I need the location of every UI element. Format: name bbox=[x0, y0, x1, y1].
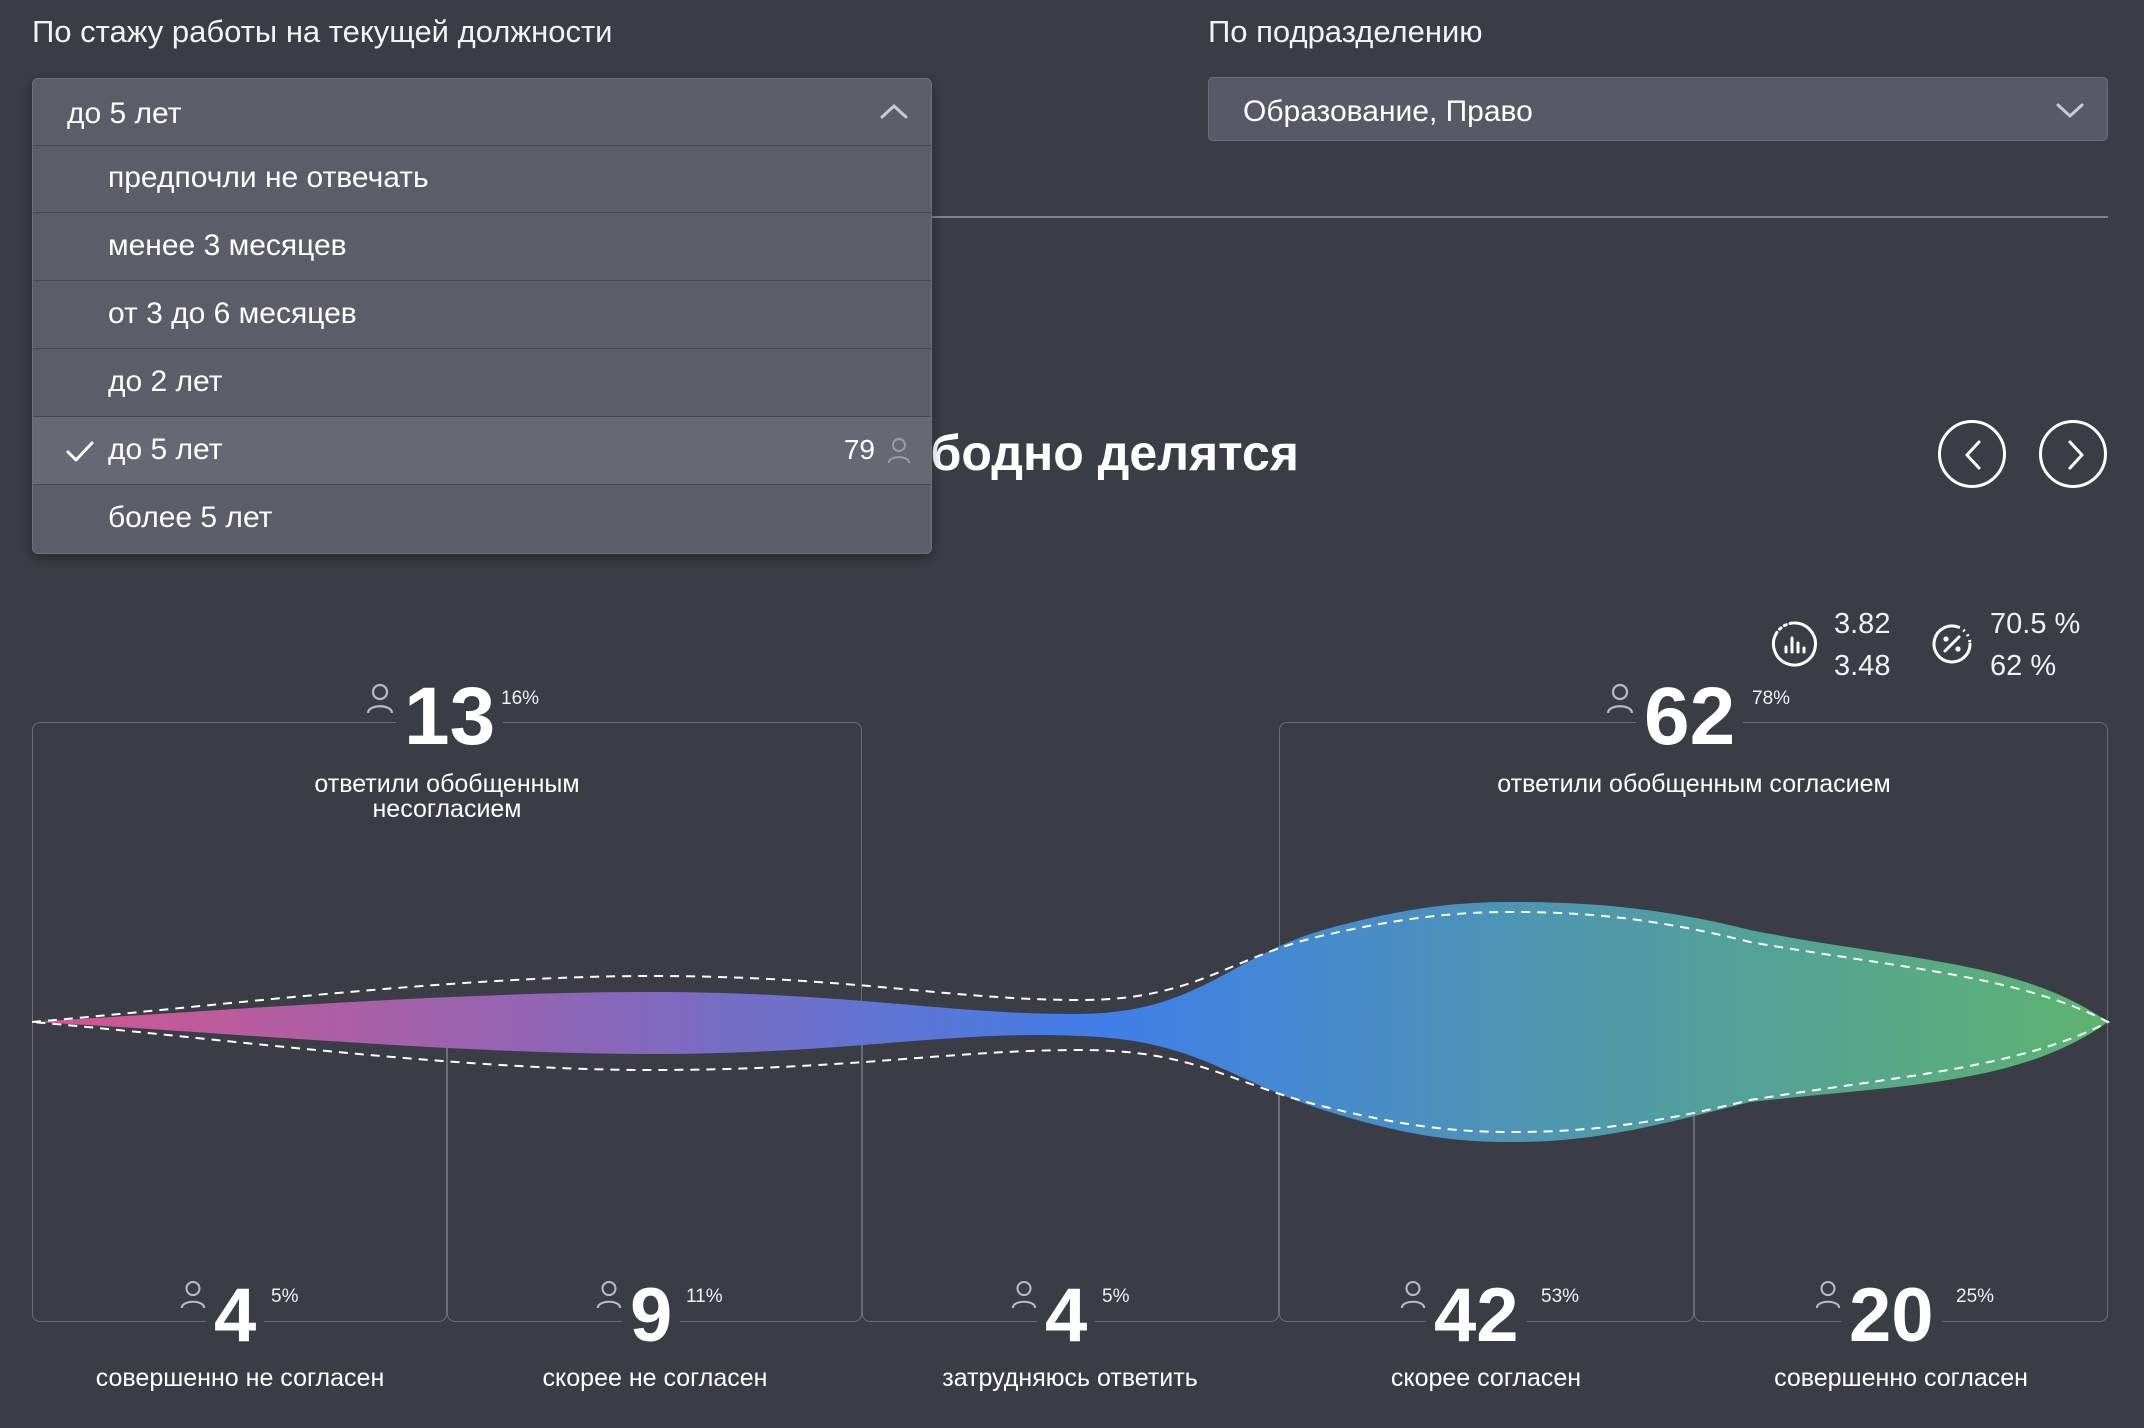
tenure-select[interactable]: до 5 лет bbox=[33, 79, 931, 146]
option-label: более 5 лет bbox=[108, 501, 273, 534]
filters-divider bbox=[932, 216, 2108, 218]
bar-chart-circle-icon bbox=[1770, 620, 1818, 673]
tenure-option-under-3-months[interactable]: менее 3 месяцев bbox=[33, 213, 931, 281]
category-4-count: 42 bbox=[1426, 1278, 1527, 1354]
category-5-count: 20 bbox=[1841, 1278, 1942, 1354]
tenure-option-over-5-years[interactable]: более 5 лет bbox=[33, 485, 931, 553]
agree-pct-current: 70.5 % bbox=[1990, 608, 2081, 640]
category-1-count: 4 bbox=[206, 1278, 265, 1354]
category-1-label: совершенно не согласен bbox=[95, 1364, 385, 1392]
category-2-count: 9 bbox=[622, 1278, 681, 1354]
tenure-option-no-answer[interactable]: предпочли не отвечать bbox=[33, 145, 931, 213]
option-respondent-count: 79 bbox=[843, 434, 875, 465]
user-icon bbox=[1606, 683, 1634, 720]
category-4-pct: 53% bbox=[1541, 1286, 1580, 1307]
department-select[interactable]: Образование, Право bbox=[1208, 77, 2108, 141]
category-2-label: скорее не согласен bbox=[542, 1364, 768, 1392]
user-icon bbox=[1400, 1280, 1426, 1315]
chevron-left-icon bbox=[1965, 440, 1981, 470]
mean-current-value: 3.82 bbox=[1834, 608, 1891, 640]
chevron-right-icon bbox=[2068, 440, 2084, 470]
violin-fill bbox=[32, 902, 2108, 1142]
user-icon bbox=[596, 1280, 622, 1315]
department-filter-label: По подразделению bbox=[1208, 14, 1483, 49]
disagree-group-caption: ответили обобщенным несогласием bbox=[247, 772, 647, 822]
check-icon bbox=[65, 439, 95, 470]
agree-group-caption: ответили обобщенным согласием bbox=[1497, 770, 1891, 798]
user-icon bbox=[1815, 1280, 1841, 1315]
disagree-caption-line2: несогласием bbox=[372, 795, 522, 823]
category-2-pct: 11% bbox=[686, 1286, 723, 1307]
tenure-option-3-6-months[interactable]: от 3 до 6 месяцев bbox=[33, 281, 931, 349]
tenure-select-value: до 5 лет bbox=[67, 97, 182, 130]
next-question-button[interactable] bbox=[2039, 420, 2107, 488]
category-5-pct: 25% bbox=[1956, 1286, 1995, 1307]
agree-group-count: 62 bbox=[1636, 676, 1744, 758]
agree-group-pct: 78% bbox=[1752, 688, 1791, 709]
category-1-pct: 5% bbox=[271, 1286, 299, 1307]
category-4-label: скорее согласен bbox=[1390, 1364, 1582, 1392]
mean-compare-value: 3.48 bbox=[1834, 650, 1891, 682]
option-label: до 5 лет bbox=[108, 433, 223, 466]
user-icon bbox=[1011, 1280, 1037, 1315]
department-select-value: Образование, Право bbox=[1243, 95, 1533, 128]
percent-circle-icon bbox=[1928, 620, 1976, 673]
agree-pct-compare: 62 % bbox=[1990, 650, 2057, 682]
option-label: от 3 до 6 месяцев bbox=[108, 297, 357, 330]
option-label: менее 3 месяцев bbox=[108, 229, 347, 262]
user-icon bbox=[887, 437, 911, 470]
disagree-caption-line1: ответили обобщенным bbox=[314, 770, 580, 798]
violin-compare-outline bbox=[31, 910, 2111, 1134]
tenure-dropdown: до 5 лет предпочли не отвечать менее 3 м… bbox=[32, 78, 932, 554]
user-icon bbox=[366, 683, 394, 720]
category-3-pct: 5% bbox=[1102, 1286, 1130, 1307]
tenure-filter-label: По стажу работы на текущей должности bbox=[32, 14, 613, 49]
option-label: до 2 лет bbox=[108, 365, 223, 398]
disagree-group-pct: 16% bbox=[501, 688, 540, 709]
prev-question-button[interactable] bbox=[1938, 420, 2006, 488]
category-3-count: 4 bbox=[1037, 1278, 1096, 1354]
category-5-label: совершенно согласен bbox=[1774, 1364, 2028, 1392]
chevron-up-icon[interactable] bbox=[879, 97, 909, 130]
category-3-label: затрудняюсь ответить bbox=[942, 1364, 1198, 1392]
chevron-down-icon bbox=[2055, 96, 2085, 129]
question-title: ободно делятся bbox=[900, 425, 1299, 481]
tenure-option-up-to-2-years[interactable]: до 2 лет bbox=[33, 349, 931, 417]
option-label: предпочли не отвечать bbox=[108, 161, 429, 194]
disagree-group-count: 13 bbox=[396, 676, 504, 758]
tenure-option-up-to-5-years[interactable]: до 5 лет 79 bbox=[33, 417, 931, 485]
user-icon bbox=[180, 1280, 206, 1315]
